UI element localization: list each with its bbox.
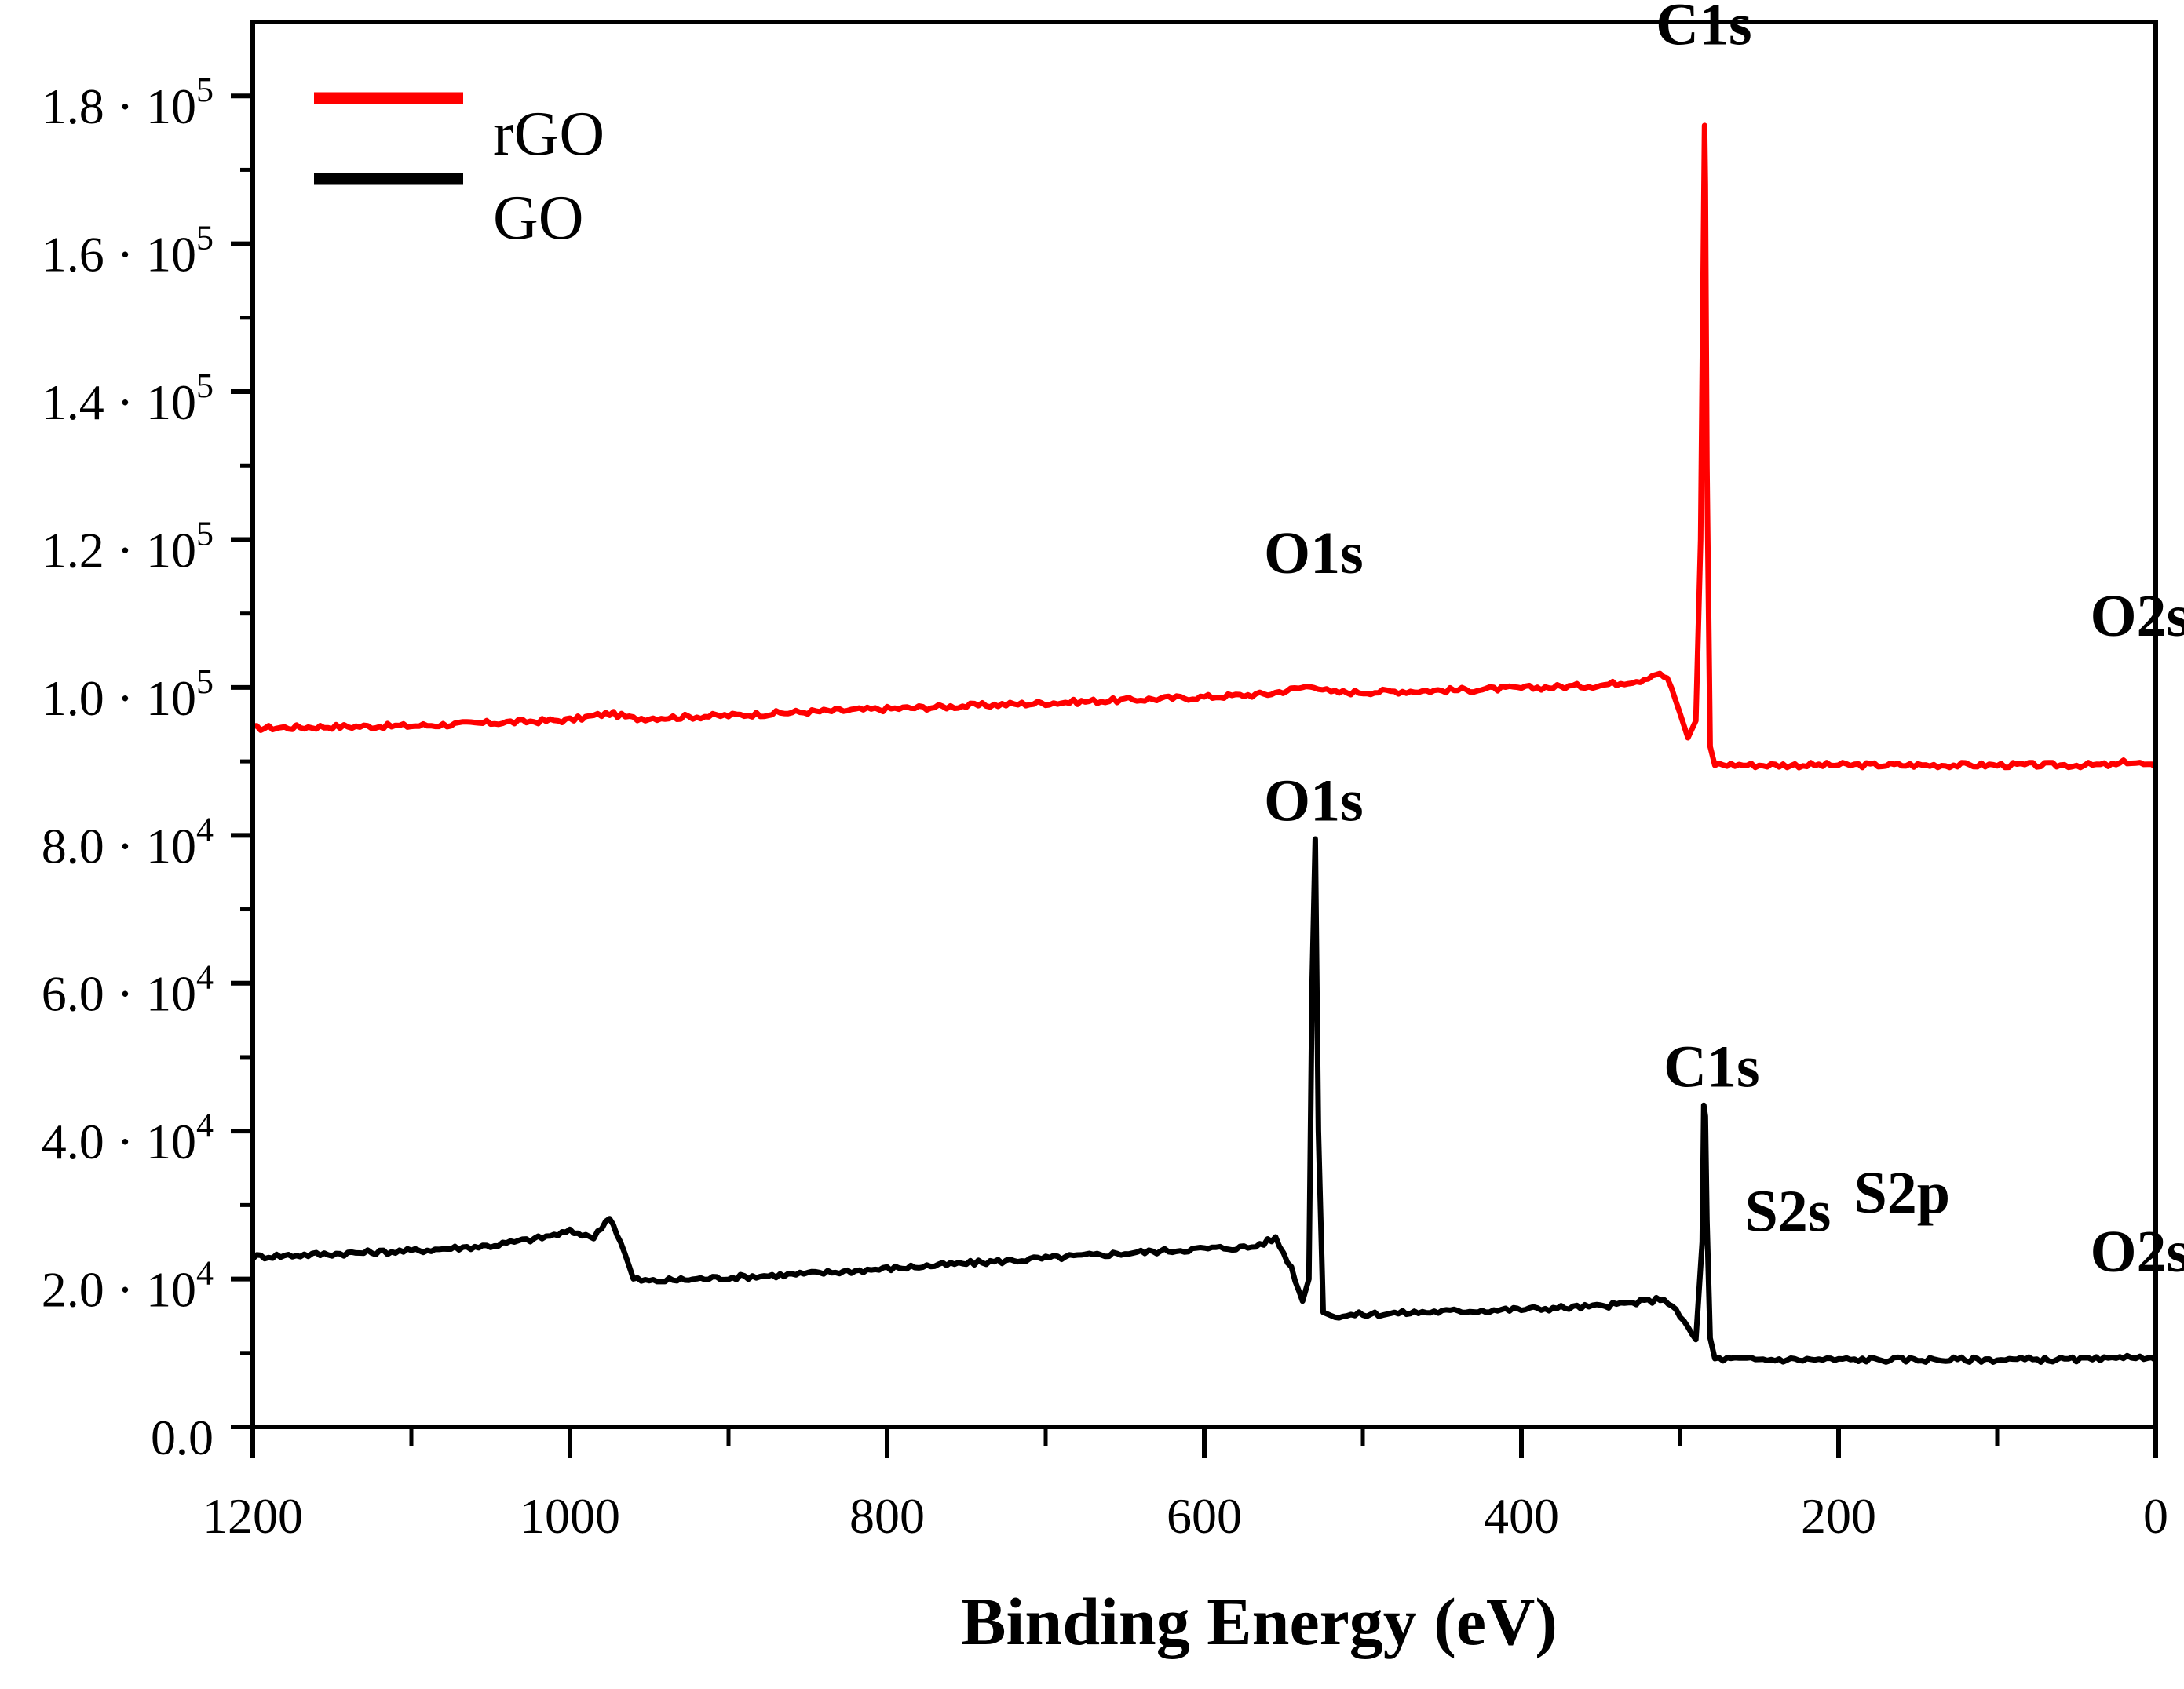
y-tick-label-40000: 4.0 · 104 — [42, 1106, 214, 1169]
series-layer — [250, 122, 2158, 1365]
y-tick-label-100000: 1.0 · 105 — [42, 662, 214, 726]
legend-label-go: GO — [493, 184, 584, 253]
y-tick-label-60000: 6.0 · 104 — [42, 958, 214, 1022]
y-axis-ticks: 0.0 2.0 · 104 4.0 · 104 6.0 · 104 8.0 · 104 1… — [42, 71, 253, 1465]
y-tick-label-80000: 8.0 · 104 — [42, 810, 214, 874]
y-tick-label-160000: 1.6 · 105 — [42, 219, 214, 283]
x-tick-label-0: 0 — [2143, 1488, 2168, 1544]
peak-label-c1s-go: C1s — [1664, 1034, 1759, 1100]
y-tick-label-140000: 1.4 · 105 — [42, 367, 214, 430]
x-axis-ticks: 1200 1000 800 600 400 200 0 — [203, 1427, 2168, 1544]
x-tick-label-400: 400 — [1484, 1488, 1559, 1544]
y-tick-label-180000: 1.8 · 105 — [42, 71, 214, 134]
y-tick-label-20000: 2.0 · 104 — [42, 1254, 214, 1318]
x-axis-title: Binding Energy (eV) — [961, 1584, 1558, 1659]
x-tick-label-600: 600 — [1167, 1488, 1242, 1544]
peak-annotations: C1s O1s O2s O1s C1s S2s S2p O2s — [1264, 0, 2184, 1285]
peak-label-o2s-rgo: O2s — [2090, 583, 2184, 649]
x-tick-label-1200: 1200 — [203, 1488, 303, 1544]
peak-label-o1s-go: O1s — [1264, 768, 1364, 834]
x-tick-label-200: 200 — [1801, 1488, 1876, 1544]
x-tick-label-800: 800 — [849, 1488, 925, 1544]
peak-label-o1s-rgo: O1s — [1264, 520, 1364, 586]
legend: rGO GO — [314, 92, 604, 253]
peak-label-s2s-go: S2s — [1744, 1178, 1831, 1244]
peak-label-s2p-go: S2p — [1854, 1160, 1951, 1226]
peak-label-o2s-go: O2s — [2090, 1219, 2184, 1285]
plot-area: 1200 1000 800 600 400 200 0 0.0 2.0 · 104 4.0 · … — [42, 0, 2184, 1544]
legend-label-rgo: rGO — [493, 100, 604, 169]
series-line-rgo — [252, 122, 2158, 771]
x-tick-label-1000: 1000 — [520, 1488, 620, 1544]
y-tick-label-120000: 1.2 · 105 — [42, 514, 214, 578]
series-line-go — [250, 836, 2158, 1365]
peak-label-c1s-rgo: C1s — [1656, 0, 1751, 57]
y-tick-label-0: 0.0 — [151, 1410, 214, 1465]
